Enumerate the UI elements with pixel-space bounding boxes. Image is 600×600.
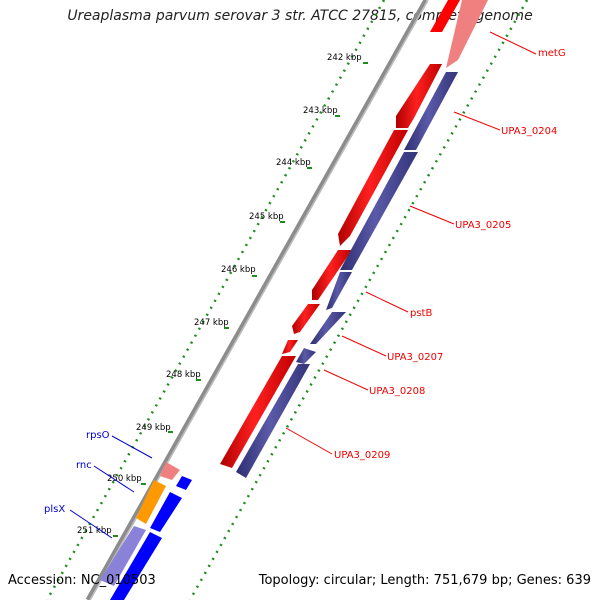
- cds-UPA3-0208[interactable]: [282, 340, 298, 354]
- topology-summary: Topology: circular; Length: 751,679 bp; …: [259, 573, 591, 588]
- label-rpsO[interactable]: rpsO: [86, 430, 110, 441]
- label-rnc[interactable]: rnc: [76, 460, 92, 471]
- accession-text: Accession: NC_010503: [8, 573, 156, 588]
- label-plsX[interactable]: plsX: [44, 504, 65, 515]
- label-UPA3-0204[interactable]: UPA3_0204: [501, 126, 557, 137]
- tick-label-243: 243 kbp: [303, 106, 338, 116]
- feature-UPA3-0207[interactable]: [310, 312, 346, 344]
- inner-dotted-ring: [190, 0, 527, 600]
- tick-label-244: 244 kbp: [276, 158, 311, 168]
- cds-track-red: [220, 0, 460, 468]
- label-UPA3-0209[interactable]: UPA3_0209: [334, 450, 390, 461]
- tick-label-245: 245 kbp: [249, 212, 284, 222]
- feature-rpsO-blue[interactable]: [176, 476, 192, 490]
- tick-label-242: 242 kbp: [327, 53, 362, 63]
- feature-UPA3-0208[interactable]: [296, 348, 316, 364]
- cds-UPA3-0207[interactable]: [292, 304, 320, 334]
- label-UPA3-0207[interactable]: UPA3_0207: [387, 352, 443, 363]
- leader-lines-blue: [70, 436, 152, 538]
- tick-label-250: 250 kbp: [107, 474, 142, 484]
- feature-track-navy: [236, 0, 488, 478]
- label-metG[interactable]: metG: [538, 48, 566, 59]
- backbone-arc: [88, 0, 426, 600]
- label-UPA3-0208[interactable]: UPA3_0208: [369, 386, 425, 397]
- cds-metG-segment[interactable]: [430, 0, 460, 32]
- tick-label-247: 247 kbp: [194, 318, 229, 328]
- tick-label-246: 246 kbp: [221, 265, 256, 275]
- tick-label-248: 248 kbp: [166, 370, 201, 380]
- label-UPA3-0205[interactable]: UPA3_0205: [455, 220, 511, 231]
- tick-label-249: 249 kbp: [136, 423, 171, 433]
- label-pstB[interactable]: pstB: [410, 308, 432, 319]
- genome-map: 242 kbp 243 kbp 244 kbp 245 kbp 246 kbp …: [0, 0, 600, 600]
